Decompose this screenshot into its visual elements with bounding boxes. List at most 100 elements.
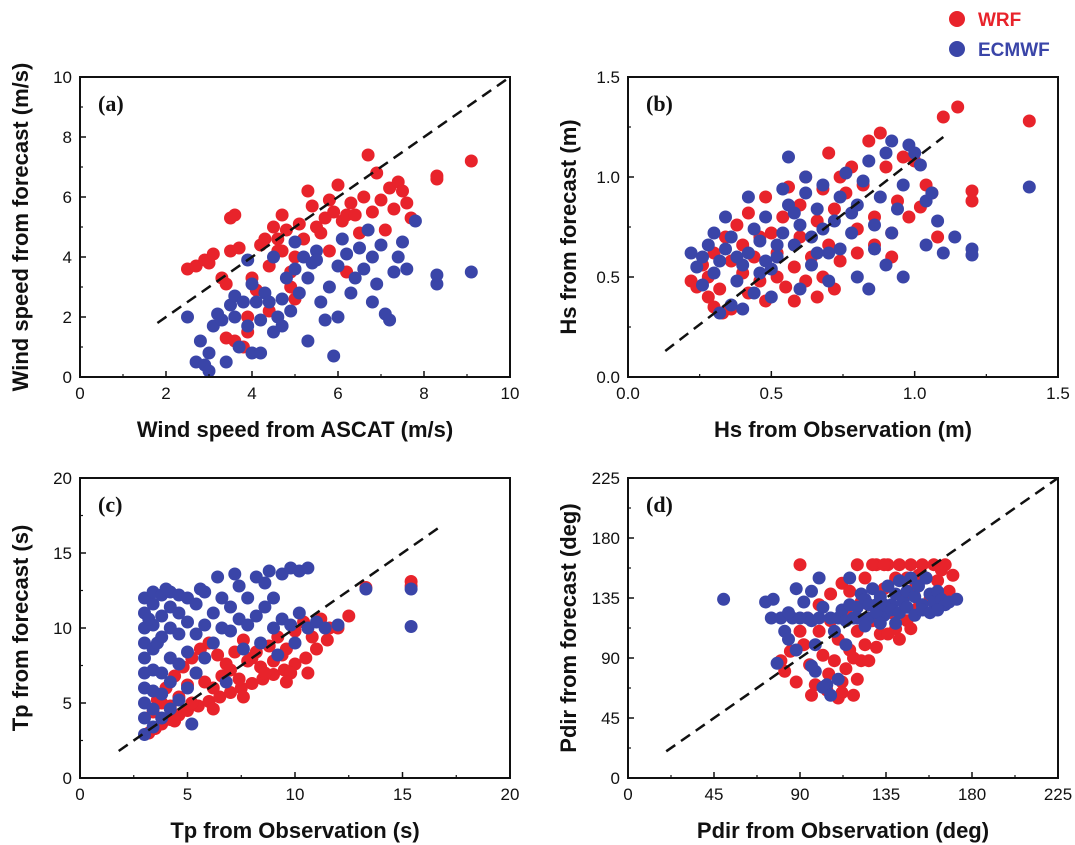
panel-a-point-ecmwf (232, 340, 246, 354)
panel-b-point-ecmwf (948, 230, 962, 244)
panel-c-point-ecmwf (228, 567, 242, 581)
panel-c-y-tick-label: 5 (63, 694, 72, 713)
panel-a-point-ecmwf (370, 277, 384, 291)
panel-d-point-ecmwf (892, 574, 906, 588)
legend-marker-ecmwf (949, 41, 965, 57)
panel-d-x-tick-label: 45 (705, 785, 724, 804)
panel-b-point-ecmwf (747, 222, 761, 236)
panel-b-frame (627, 76, 1059, 378)
panel-c-point-ecmwf (262, 564, 276, 578)
panel-b-point-wrf (713, 282, 727, 296)
panel-b-x-tick-label: 0.0 (616, 384, 640, 403)
panel-b-point-ecmwf (833, 190, 847, 204)
panel-d-point-ecmwf (789, 643, 803, 657)
panel-d-point-wrf (869, 640, 883, 654)
panel-a-point-wrf (327, 205, 341, 219)
panel-a-point-ecmwf (353, 241, 366, 255)
panel-b-point-ecmwf (719, 210, 732, 224)
panel-a-point-ecmwf (241, 319, 255, 333)
panel-b-point-ecmwf (741, 190, 755, 204)
panel-d-point-ecmwf (797, 595, 811, 609)
panel-b-point-ecmwf (810, 246, 824, 260)
panel-a-x-tick-label: 8 (419, 384, 428, 403)
panel-b-y-axis-title: Hs from forecast (m) (556, 119, 581, 334)
legend: WRF ECMWF (949, 10, 1050, 61)
panel-d-point-wrf (850, 672, 864, 686)
panel-d-x-tick-label: 90 (791, 785, 810, 804)
panel-a-point-wrf (370, 166, 384, 180)
panel-d-point-ecmwf (866, 582, 880, 596)
panel-b-points (684, 100, 1036, 320)
panel-c-y-tick-label: 20 (53, 469, 72, 488)
panel-b-point-ecmwf (730, 274, 744, 288)
panel-b-point-ecmwf (799, 186, 813, 200)
panel-a-point-ecmwf (318, 313, 332, 327)
panel-d-point-ecmwf (808, 638, 822, 652)
panel-b-point-ecmwf (713, 306, 727, 320)
panel-d-point-wrf (824, 587, 838, 601)
panel-c-x-tick-label: 10 (286, 785, 305, 804)
panel-b-point-wrf (873, 126, 887, 140)
panel-b-point-ecmwf (816, 178, 830, 192)
panel-c-point-ecmwf (331, 618, 345, 632)
panel-b-point-ecmwf (701, 238, 715, 252)
panel-c-y-tick-label: 0 (63, 769, 72, 788)
panel-d-y-tick-label: 45 (601, 709, 620, 728)
panel-a-point-ecmwf (236, 295, 250, 309)
panel-b-point-ecmwf (759, 210, 773, 224)
panel-d-point-wrf (946, 568, 960, 582)
panel-c-point-ecmwf (155, 609, 169, 623)
panel-c-point-wrf (320, 633, 334, 647)
panel-c-point-wrf (168, 714, 182, 728)
panel-c-point-ecmwf (172, 693, 186, 707)
panel-b-point-ecmwf (782, 150, 795, 164)
panel-b-point-ecmwf (1022, 180, 1036, 194)
panel-a-point-wrf (430, 172, 444, 186)
panel-d-point-wrf (835, 686, 849, 700)
panel-a-point-ecmwf (193, 334, 207, 348)
panel-d-point-wrf (816, 648, 830, 662)
panel-c-y-axis-title: Tp from forecast (s) (8, 525, 33, 732)
panel-c-point-ecmwf (163, 702, 177, 716)
panel-c-point-ecmwf (189, 627, 203, 641)
panel-b-y-tick-label: 0.0 (596, 368, 620, 387)
panel-b-point-wrf (951, 100, 965, 114)
panel-d-y-tick-label: 180 (592, 529, 620, 548)
panel-b-point-wrf (787, 294, 801, 308)
panel-a-point-ecmwf (348, 271, 362, 285)
panel-c-point-ecmwf (249, 609, 263, 623)
panel-d-point-wrf (812, 624, 826, 638)
panel-c-point-ecmwf (224, 624, 237, 638)
panel-c-point-wrf (211, 648, 225, 662)
panel-d-x-tick-label: 135 (872, 785, 900, 804)
panel-a-point-wrf (267, 220, 280, 234)
panels: 0 2 4 6 8 10 0 2 4 6 8 10 (a) Wind speed from ASCAT (… (8, 63, 1072, 843)
panel-d-point-ecmwf (881, 579, 895, 593)
panel-a-point-ecmwf (383, 313, 397, 327)
panel-a-point-ecmwf (344, 286, 358, 300)
panel-a-x-tick-label: 2 (161, 384, 170, 403)
panel-a-point-wrf (365, 205, 379, 219)
panel-a-y-tick-label: 6 (63, 188, 72, 207)
panel-b-point-ecmwf (862, 154, 876, 168)
panel-b-point-wrf (850, 246, 864, 260)
panel-d-point-ecmwf (869, 606, 883, 620)
panel-b-point-ecmwf (764, 290, 778, 304)
panel-d-y-tick-label: 0 (611, 769, 620, 788)
panel-a-point-wrf (396, 184, 409, 198)
panel-d-x-tick-label: 0 (623, 785, 632, 804)
panel-d-point-ecmwf (717, 592, 731, 606)
panel-b-point-ecmwf (839, 166, 853, 180)
panel-c-point-ecmwf (181, 615, 194, 629)
panel-b-point-ecmwf (793, 282, 807, 296)
panel-a-point-ecmwf (365, 295, 379, 309)
panel-c-point-wrf (206, 702, 220, 716)
panel-b-point-ecmwf (770, 238, 784, 252)
panel-b-point-wrf (936, 110, 950, 124)
panel-a-point-ecmwf (327, 349, 341, 363)
panel-b-point-wrf (741, 206, 755, 220)
panel-a-y-tick-label: 10 (53, 68, 72, 87)
panel-c-point-ecmwf (189, 666, 203, 680)
panel-c-point-ecmwf (267, 591, 280, 605)
panel-a-point-wrf (314, 226, 328, 240)
